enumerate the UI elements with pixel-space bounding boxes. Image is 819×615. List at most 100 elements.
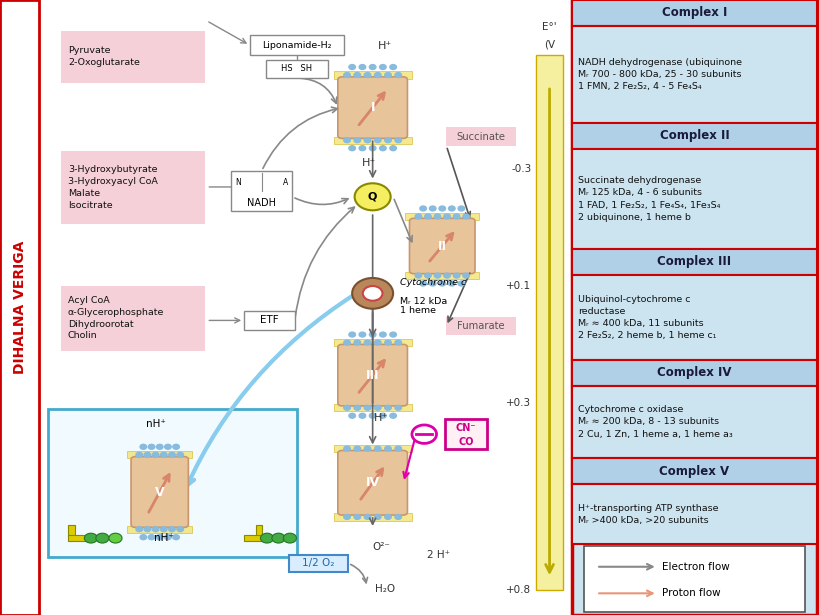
Text: III: III: [366, 368, 379, 382]
Circle shape: [144, 526, 151, 531]
Circle shape: [349, 146, 355, 151]
Text: Succinate: Succinate: [457, 132, 505, 141]
Circle shape: [374, 405, 381, 410]
FancyBboxPatch shape: [446, 317, 516, 335]
FancyBboxPatch shape: [61, 286, 205, 351]
Circle shape: [173, 535, 179, 540]
Circle shape: [395, 340, 401, 345]
Circle shape: [96, 533, 109, 543]
FancyBboxPatch shape: [68, 525, 75, 536]
FancyBboxPatch shape: [410, 218, 475, 274]
FancyBboxPatch shape: [338, 451, 408, 515]
Text: Liponamide-H₂: Liponamide-H₂: [262, 41, 332, 50]
Circle shape: [385, 514, 391, 519]
Circle shape: [84, 533, 97, 543]
Text: I: I: [370, 101, 375, 114]
Text: Complex I: Complex I: [662, 6, 727, 20]
Circle shape: [395, 138, 401, 143]
Circle shape: [272, 533, 285, 543]
Text: Acyl CoA
α-Glycerophosphate
Dihydroorotat
Cholin: Acyl CoA α-Glycerophosphate Dihydroorota…: [68, 296, 165, 341]
Circle shape: [439, 206, 446, 211]
FancyBboxPatch shape: [244, 535, 262, 541]
Circle shape: [260, 533, 274, 543]
Circle shape: [385, 73, 391, 77]
Circle shape: [380, 146, 387, 151]
Circle shape: [385, 405, 391, 410]
FancyBboxPatch shape: [231, 171, 292, 211]
Circle shape: [355, 183, 391, 210]
Circle shape: [420, 206, 427, 211]
Circle shape: [136, 526, 143, 531]
Circle shape: [395, 73, 401, 77]
Text: Cytochrome c oxidase
Mᵣ ≈ 200 kDa, 8 - 13 subunits
2 Cu, 1 Zn, 1 heme a, 1 heme : Cytochrome c oxidase Mᵣ ≈ 200 kDa, 8 - 1…: [578, 405, 733, 438]
Circle shape: [349, 65, 355, 69]
Circle shape: [385, 446, 391, 451]
FancyBboxPatch shape: [68, 535, 86, 541]
Circle shape: [415, 273, 422, 278]
FancyBboxPatch shape: [405, 213, 479, 220]
FancyBboxPatch shape: [572, 249, 817, 275]
Text: 2 H⁺: 2 H⁺: [427, 550, 450, 560]
Text: H⁺-transporting ATP synthase
Mᵣ >400 kDa, >20 subunits: H⁺-transporting ATP synthase Mᵣ >400 kDa…: [578, 504, 719, 525]
Text: A: A: [283, 178, 288, 187]
FancyBboxPatch shape: [61, 31, 205, 83]
FancyBboxPatch shape: [334, 404, 412, 411]
Text: O²⁻: O²⁻: [372, 542, 390, 552]
Circle shape: [385, 138, 391, 143]
Circle shape: [161, 526, 167, 531]
Text: Complex V: Complex V: [659, 464, 730, 478]
Text: Fumarate: Fumarate: [457, 321, 505, 331]
Text: nH⁺: nH⁺: [146, 419, 165, 429]
FancyBboxPatch shape: [572, 275, 817, 360]
FancyBboxPatch shape: [48, 409, 297, 557]
Circle shape: [344, 138, 351, 143]
Circle shape: [374, 340, 381, 345]
Circle shape: [359, 332, 366, 337]
Circle shape: [463, 273, 469, 278]
Text: NADH: NADH: [247, 198, 276, 208]
Circle shape: [364, 138, 371, 143]
Circle shape: [177, 526, 183, 531]
Text: H⁺: H⁺: [378, 41, 392, 51]
Circle shape: [364, 514, 371, 519]
Circle shape: [152, 453, 159, 458]
FancyBboxPatch shape: [572, 123, 817, 149]
FancyBboxPatch shape: [131, 456, 188, 528]
Circle shape: [161, 453, 167, 458]
Circle shape: [390, 413, 396, 418]
Circle shape: [136, 453, 143, 458]
Circle shape: [165, 535, 171, 540]
Circle shape: [439, 281, 446, 286]
Circle shape: [344, 73, 351, 77]
Circle shape: [369, 65, 376, 69]
Text: 3-Hydroxybutyrate
3-Hydroxyacyl CoA
Malate
Isocitrate: 3-Hydroxybutyrate 3-Hydroxyacyl CoA Mala…: [68, 165, 158, 210]
Circle shape: [283, 533, 296, 543]
Circle shape: [369, 332, 376, 337]
Circle shape: [412, 425, 437, 443]
Text: IV: IV: [365, 476, 380, 490]
Circle shape: [152, 526, 159, 531]
Circle shape: [354, 340, 360, 345]
Circle shape: [349, 332, 355, 337]
Circle shape: [359, 413, 366, 418]
Circle shape: [363, 286, 382, 301]
Text: -0.3: -0.3: [511, 164, 532, 174]
Circle shape: [374, 73, 381, 77]
Text: NADH dehydrogenase (ubiquinone
Mᵣ 700 - 800 kDa, 25 - 30 subunits
1 FMN, 2 Fe₂S₂: NADH dehydrogenase (ubiquinone Mᵣ 700 - …: [578, 58, 742, 91]
Circle shape: [173, 444, 179, 449]
Text: HS   SH: HS SH: [281, 65, 313, 73]
Text: +0.3: +0.3: [506, 398, 532, 408]
Circle shape: [429, 206, 436, 211]
Circle shape: [374, 514, 381, 519]
Circle shape: [458, 281, 464, 286]
Circle shape: [369, 413, 376, 418]
FancyBboxPatch shape: [334, 445, 412, 453]
FancyBboxPatch shape: [572, 26, 817, 123]
Text: +0.1: +0.1: [506, 281, 532, 291]
Circle shape: [359, 65, 366, 69]
Circle shape: [148, 535, 155, 540]
FancyBboxPatch shape: [572, 484, 817, 544]
Text: Ubiquinol-cytochrome c
reductase
Mᵣ ≈ 400 kDa, 11 subunits
2 Fe₂S₂, 2 heme b, 1 : Ubiquinol-cytochrome c reductase Mᵣ ≈ 40…: [578, 295, 717, 340]
Text: H⁺: H⁺: [361, 158, 376, 168]
Circle shape: [425, 273, 432, 278]
